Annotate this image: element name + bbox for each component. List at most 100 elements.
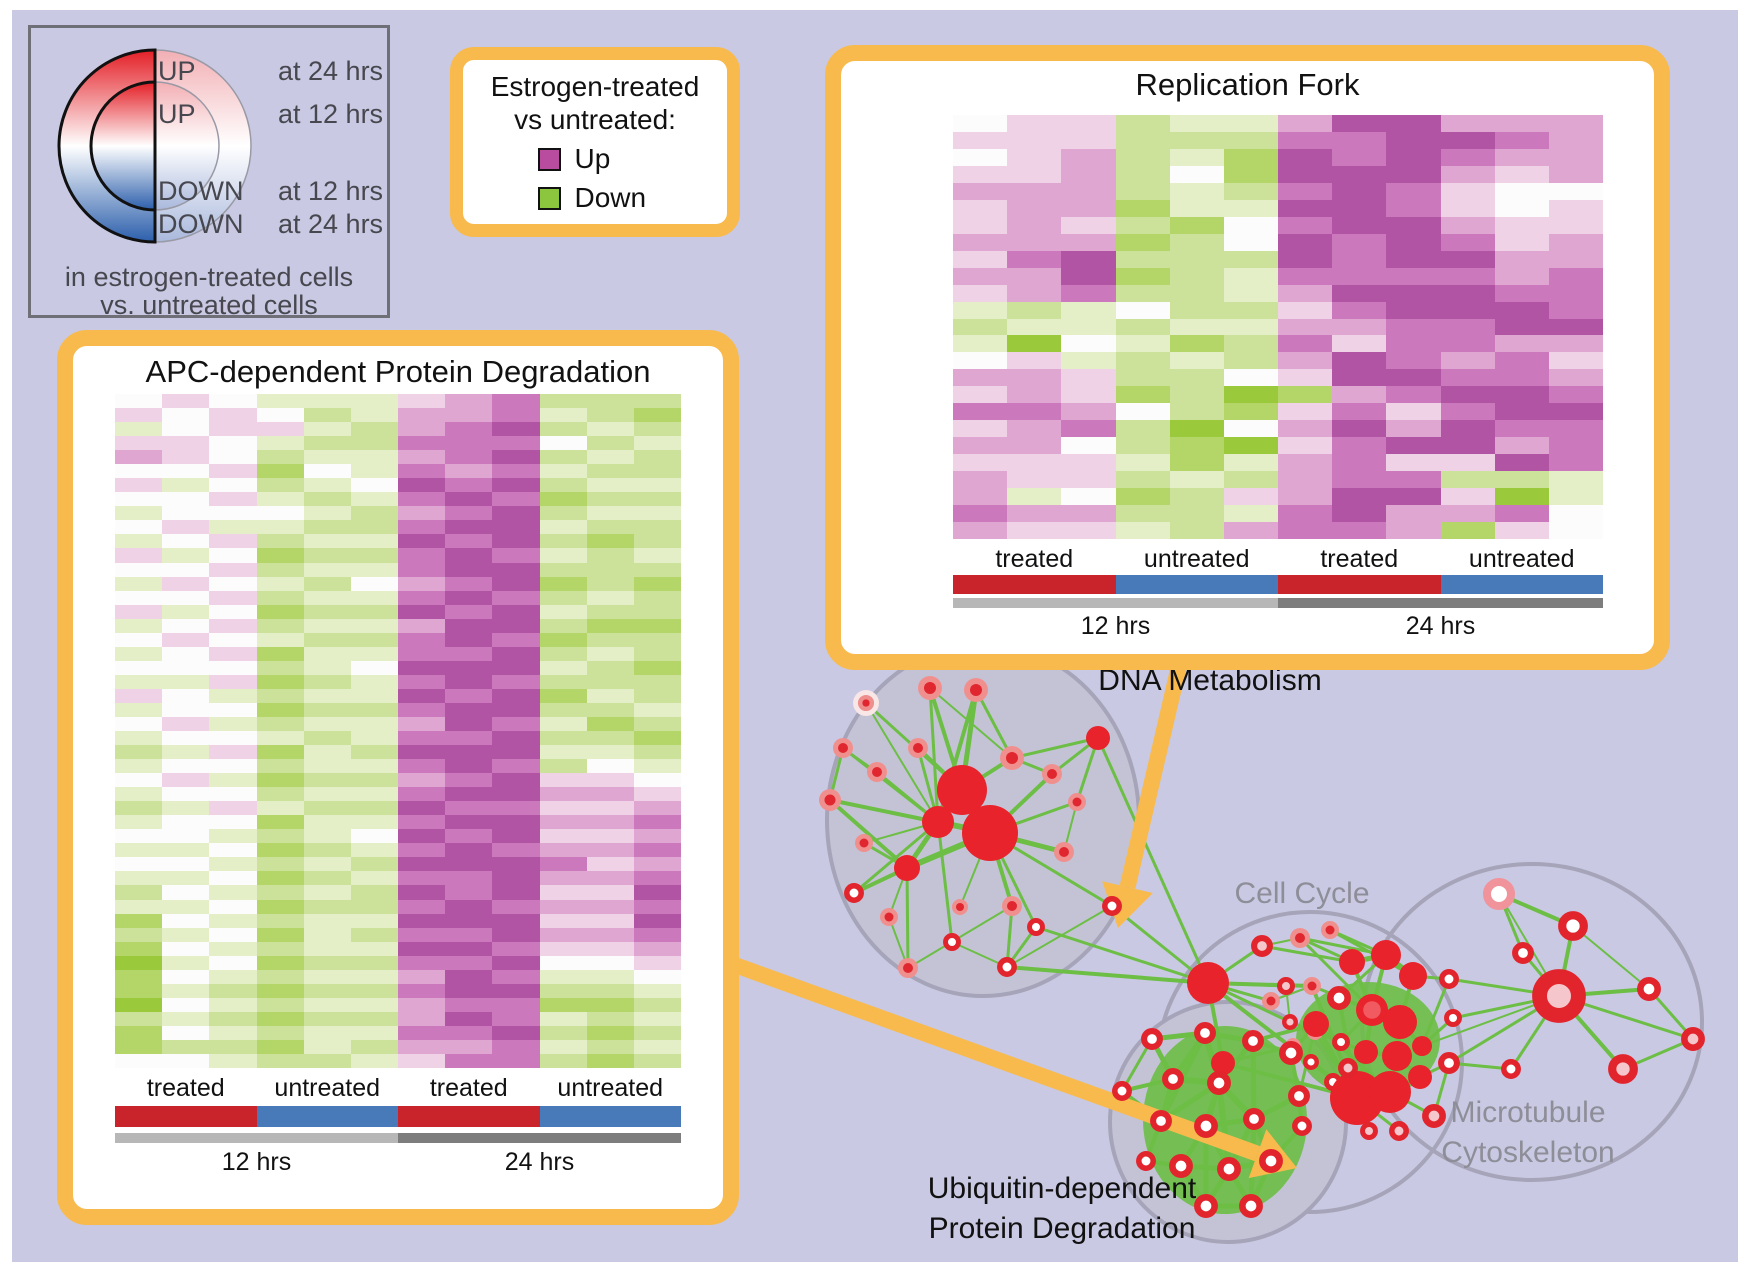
heatmap-cell: [162, 506, 210, 521]
network-node[interactable]: [1002, 896, 1022, 916]
network-node[interactable]: [1532, 969, 1586, 1023]
heatmap-cell: [633, 534, 681, 549]
group-label: treated: [429, 1074, 508, 1102]
network-node[interactable]: [1383, 1005, 1417, 1039]
network-node[interactable]: [833, 738, 853, 758]
network-node[interactable]: [1169, 1154, 1193, 1178]
network-node[interactable]: [1354, 1040, 1378, 1064]
network-node[interactable]: [1217, 1157, 1241, 1181]
network-node[interactable]: [1292, 1116, 1312, 1136]
network-node[interactable]: [964, 678, 988, 702]
network-node[interactable]: [1150, 1110, 1172, 1132]
network-node[interactable]: [1608, 1054, 1638, 1084]
network-node[interactable]: [1162, 1068, 1184, 1090]
network-node[interactable]: [1327, 986, 1351, 1010]
network-node[interactable]: [1501, 1059, 1521, 1079]
network-node[interactable]: [1112, 1081, 1132, 1101]
network-node[interactable]: [1282, 1014, 1298, 1030]
heatmap-cell: [1494, 352, 1549, 370]
network-node[interactable]: [1681, 1027, 1705, 1051]
network-node[interactable]: [1290, 928, 1310, 948]
network-node[interactable]: [1027, 918, 1045, 936]
network-node[interactable]: [1512, 942, 1534, 964]
network-node[interactable]: [1422, 1104, 1446, 1128]
network-node[interactable]: [1102, 896, 1122, 916]
network-node[interactable]: [1288, 1085, 1310, 1107]
network-node[interactable]: [1194, 1022, 1216, 1044]
network-node[interactable]: [855, 834, 873, 852]
network-node[interactable]: [1444, 1009, 1462, 1027]
network-node[interactable]: [1207, 1071, 1231, 1095]
network-node[interactable]: [898, 958, 918, 978]
heatmap-cell: [1548, 471, 1603, 489]
network-node[interactable]: [1277, 977, 1295, 995]
network-node[interactable]: [1399, 962, 1427, 990]
network-node[interactable]: [1068, 793, 1086, 811]
network-node[interactable]: [1136, 1151, 1156, 1171]
network-node[interactable]: [937, 765, 987, 815]
network-node[interactable]: [1332, 1033, 1350, 1051]
heatmap-cell: [115, 801, 163, 816]
network-node[interactable]: [1371, 940, 1401, 970]
heatmap-cell: [1007, 386, 1062, 404]
heatmap-cell: [1061, 284, 1116, 302]
network-node[interactable]: [1338, 1058, 1358, 1078]
network-node[interactable]: [1194, 1114, 1218, 1138]
network-node[interactable]: [894, 855, 920, 881]
heatmap-cell: [492, 1053, 540, 1068]
network-node[interactable]: [1251, 935, 1273, 957]
network-node[interactable]: [1211, 1051, 1235, 1075]
network-node[interactable]: [1054, 842, 1074, 862]
network-node[interactable]: [819, 789, 841, 811]
network-node[interactable]: [1408, 1065, 1432, 1089]
network-node[interactable]: [1279, 1041, 1303, 1065]
heatmap-cell: [586, 1039, 634, 1054]
network-node[interactable]: [943, 933, 961, 951]
heatmap-cell: [256, 1053, 304, 1068]
network-node[interactable]: [1194, 1194, 1218, 1218]
heatmap-cell: [256, 660, 304, 675]
network-node[interactable]: [1042, 764, 1062, 784]
network-node[interactable]: [1242, 1030, 1264, 1052]
network-node[interactable]: [1239, 1194, 1263, 1218]
network-node[interactable]: [952, 899, 968, 915]
network-node[interactable]: [997, 957, 1017, 977]
network-node[interactable]: [880, 908, 898, 926]
network-node[interactable]: [1356, 994, 1388, 1026]
network-node[interactable]: [1303, 977, 1321, 995]
heatmap-cell: [492, 618, 540, 633]
network-node[interactable]: [1369, 1071, 1411, 1113]
network-node[interactable]: [1303, 1054, 1319, 1070]
network-node[interactable]: [1439, 969, 1459, 989]
heatmap-cell: [1223, 131, 1278, 149]
network-node[interactable]: [918, 676, 942, 700]
network-node[interactable]: [853, 690, 879, 716]
network-node[interactable]: [1086, 726, 1110, 750]
network-node[interactable]: [1637, 977, 1661, 1001]
network-node[interactable]: [1412, 1036, 1432, 1056]
network-node[interactable]: [1262, 992, 1280, 1010]
network-node[interactable]: [1389, 1121, 1409, 1141]
network-node[interactable]: [1243, 1108, 1265, 1130]
heatmap-cell: [445, 716, 493, 731]
network-node[interactable]: [1339, 949, 1365, 975]
heatmap-cell: [1332, 301, 1387, 319]
network-node[interactable]: [1187, 962, 1229, 1004]
network-node[interactable]: [962, 805, 1018, 861]
network-node[interactable]: [1558, 911, 1588, 941]
network-node[interactable]: [908, 738, 928, 758]
heatmap-cell: [1007, 199, 1062, 217]
network-node[interactable]: [867, 762, 887, 782]
network-node[interactable]: [1483, 878, 1515, 910]
network-node[interactable]: [1259, 1149, 1283, 1173]
network-node[interactable]: [844, 883, 864, 903]
network-node[interactable]: [1303, 1011, 1329, 1037]
network-node[interactable]: [1321, 921, 1339, 939]
network-node[interactable]: [1382, 1041, 1412, 1071]
network-node[interactable]: [1141, 1028, 1163, 1050]
network-node[interactable]: [1438, 1052, 1460, 1074]
heatmap-cell: [445, 520, 493, 535]
network-node[interactable]: [1360, 1122, 1378, 1140]
network-node[interactable]: [1000, 746, 1024, 770]
network-node[interactable]: [922, 806, 954, 838]
